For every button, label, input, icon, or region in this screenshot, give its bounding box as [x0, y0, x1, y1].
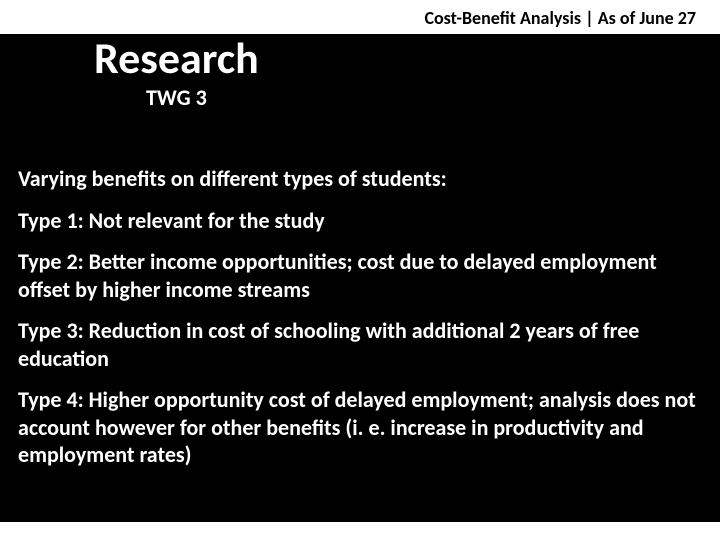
type-item: Type 4: Higher opportunity cost of delay… — [18, 386, 702, 469]
type-item: Type 3: Reduction in cost of schooling w… — [18, 317, 702, 372]
type-item: Type 2: Better income opportunities; cos… — [18, 248, 702, 303]
title-main: Research — [94, 34, 259, 82]
intro-text: Varying benefits on different types of s… — [18, 165, 702, 193]
title-sub: TWG 3 — [94, 84, 259, 111]
content-body: Varying benefits on different types of s… — [18, 165, 702, 483]
bottom-strip — [0, 522, 720, 540]
header-label: Cost-Benefit Analysis | As of June 27 — [424, 7, 696, 29]
title-block: Research TWG 3 — [94, 34, 259, 111]
type-item: Type 1: Not relevant for the study — [18, 207, 702, 235]
